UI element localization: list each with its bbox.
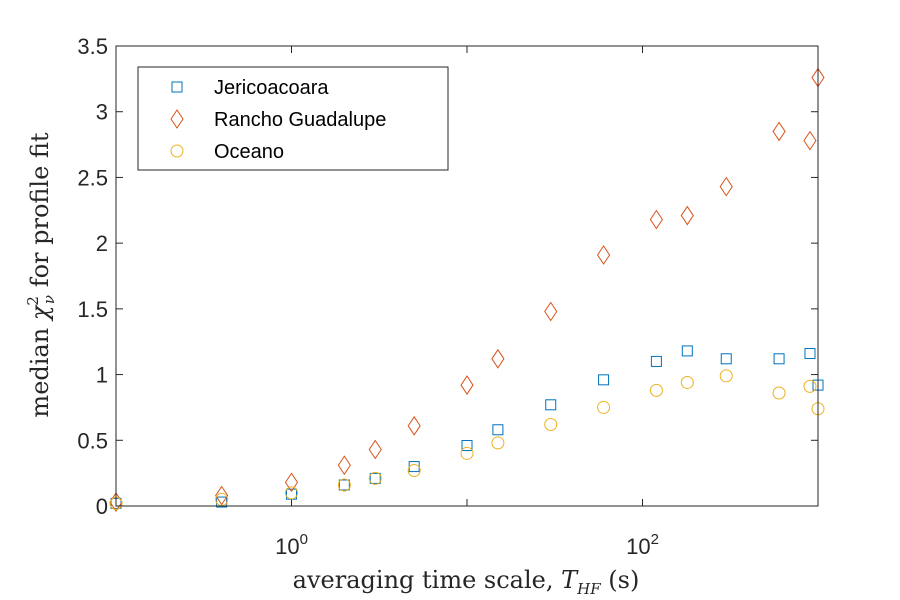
- y-axis-label: median χ2ν for profile fit: [24, 132, 58, 417]
- circle-point: [337, 478, 351, 492]
- legend-label: Jericoacoara: [214, 77, 329, 99]
- diamond-point: [649, 209, 663, 230]
- diamond-point: [803, 130, 817, 151]
- y-axis-ticks: 0 0.5 1 1.5 2 2.5 3 3.5: [77, 34, 818, 519]
- square-point: [408, 461, 420, 473]
- y-tick-label: 2: [96, 231, 108, 256]
- diamond-point: [491, 348, 505, 369]
- x-tick-label: 100: [275, 531, 308, 559]
- diamond-point: [407, 415, 421, 436]
- circle-point: [285, 486, 298, 500]
- y-tick-label: 2.5: [77, 165, 108, 190]
- y-tick-label: 3: [96, 100, 108, 125]
- legend-box: [137, 66, 449, 171]
- circle-point: [460, 446, 474, 460]
- circle-point: [597, 400, 611, 414]
- data-points: [109, 67, 825, 512]
- x-axis-label: averaging time scale, THF (s): [293, 566, 640, 598]
- diamond-point: [544, 301, 558, 322]
- circle-point: [772, 386, 786, 400]
- x-tick-label: 102: [626, 531, 659, 559]
- square-point: [681, 345, 693, 357]
- legend: Jericoacoara Rancho Guadalupe Oceano: [137, 66, 449, 171]
- legend-label: Oceano: [214, 141, 284, 163]
- diamond-point: [284, 472, 299, 493]
- circle-point: [680, 375, 694, 389]
- x-axis-ticks: 100 102: [115, 46, 819, 559]
- diamond-point: [772, 121, 786, 142]
- circle-point: [407, 464, 421, 478]
- square-point: [369, 472, 381, 484]
- circle-point: [491, 436, 505, 450]
- circle-point: [719, 369, 733, 383]
- diamond-point: [215, 485, 229, 506]
- y-tick-label: 1.5: [77, 297, 108, 322]
- square-point: [650, 355, 662, 367]
- legend-label: Rancho Guadalupe: [214, 109, 386, 131]
- circle-point: [368, 471, 382, 485]
- circle-point: [803, 379, 817, 393]
- y-tick-label: 0: [96, 494, 108, 519]
- legend-marker-diamond: [170, 109, 184, 129]
- square-point: [773, 353, 785, 365]
- square-point: [720, 353, 732, 365]
- circle-point: [544, 418, 558, 432]
- y-tick-label: 0.5: [77, 428, 108, 453]
- square-point: [461, 440, 473, 452]
- circle-point: [215, 492, 229, 506]
- diamond-point: [719, 176, 733, 197]
- diamond-point: [337, 455, 351, 476]
- plot-frame: [115, 45, 819, 507]
- diamond-point: [680, 205, 694, 226]
- legend-marker-square: [171, 81, 183, 93]
- diamond-point: [460, 375, 474, 395]
- square-point: [545, 399, 557, 411]
- series-circle: [109, 369, 825, 510]
- square-point: [492, 424, 504, 436]
- diamond-point: [368, 439, 382, 460]
- series-square: [110, 345, 824, 509]
- circle-point: [649, 383, 663, 397]
- y-tick-label: 1: [96, 363, 108, 388]
- legend-marker-circle: [170, 144, 184, 158]
- diamond-point: [596, 245, 611, 265]
- square-point: [804, 348, 816, 360]
- square-point: [338, 479, 350, 491]
- y-tick-label: 3.5: [77, 34, 108, 59]
- square-point: [598, 374, 610, 386]
